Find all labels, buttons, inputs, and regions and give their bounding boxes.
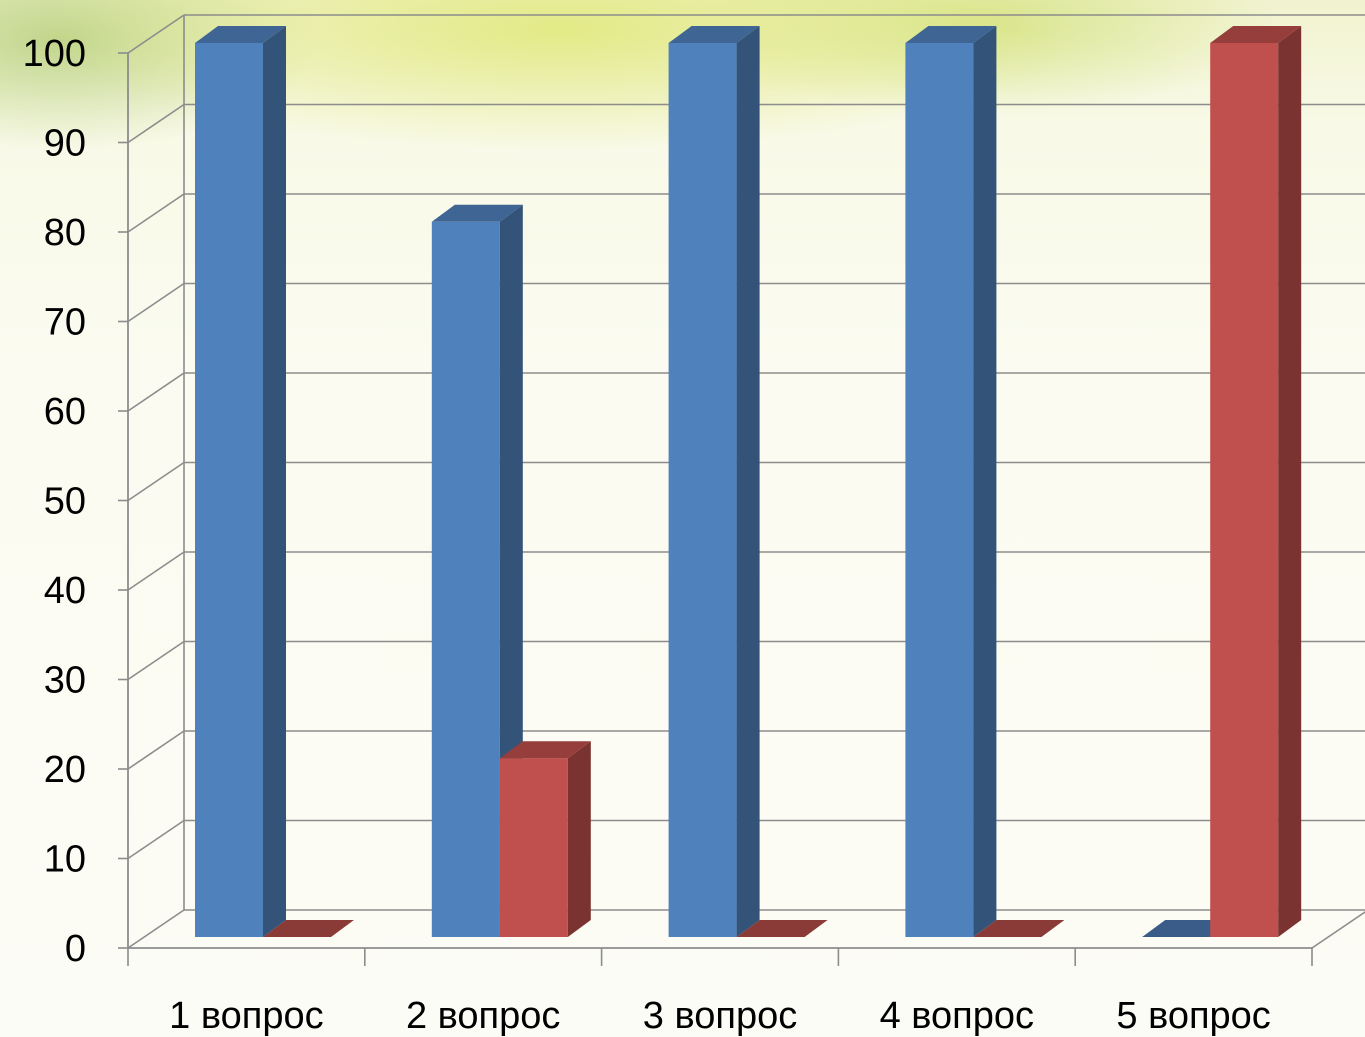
bar — [195, 26, 286, 937]
bar-top — [973, 920, 1065, 937]
gridline-side — [127, 909, 185, 949]
y-tick-label: 0 — [65, 928, 86, 970]
bar-front — [195, 43, 263, 937]
bar-front — [668, 43, 737, 937]
bar — [263, 920, 354, 937]
bar-top — [431, 204, 523, 222]
y-axis-ticks: 0 10 20 30 40 50 60 70 80 90 100 — [23, 33, 128, 970]
gridline-side — [127, 640, 185, 681]
y-tick-label: 70 — [44, 302, 86, 344]
bar-side — [263, 26, 286, 937]
x-tick-label: 1 вопрос — [169, 995, 323, 1037]
y-tick-label: 30 — [44, 660, 86, 702]
bar — [499, 741, 591, 937]
floor-edge — [1311, 911, 1365, 949]
bar — [736, 920, 828, 937]
gridline-side — [127, 461, 185, 502]
x-axis-ticks: 1 вопрос 2 вопрос 3 вопрос 4 вопрос 5 вопрос — [127, 948, 1313, 1037]
gridline-side — [127, 282, 185, 323]
bar-side — [973, 26, 997, 937]
bar-top — [195, 26, 286, 43]
bar-front — [499, 758, 568, 937]
bar-top — [905, 26, 997, 43]
x-tick-label: 4 вопрос — [880, 995, 1034, 1037]
x-tick-label: 3 вопрос — [643, 995, 797, 1037]
chart-bars — [195, 26, 1302, 938]
bar-front — [1210, 43, 1279, 937]
bar-side — [736, 26, 760, 937]
y-tick-label: 40 — [44, 570, 86, 612]
bar — [668, 26, 760, 937]
x-tick-label: 5 вопрос — [1116, 995, 1270, 1037]
y-tick-label: 60 — [44, 391, 86, 433]
bar-top — [736, 920, 828, 937]
y-tick-label: 100 — [23, 33, 86, 75]
x-tick-label: 2 вопрос — [406, 995, 560, 1037]
gridline-side — [127, 14, 185, 54]
bar-front — [431, 221, 500, 938]
bar-top — [499, 741, 591, 759]
bar-front — [905, 43, 974, 937]
gridline-side — [127, 551, 185, 591]
bar — [905, 26, 997, 937]
y-tick-label: 50 — [44, 481, 86, 523]
bar-side — [567, 741, 591, 937]
gridline-side — [127, 730, 185, 770]
bar-top — [263, 920, 354, 937]
gridline-side — [127, 193, 185, 233]
bar-top — [668, 26, 760, 43]
bar-side — [1278, 26, 1302, 937]
y-tick-label: 90 — [44, 123, 86, 165]
gridline-side — [127, 372, 185, 412]
bar-top — [1210, 26, 1302, 43]
bar — [973, 920, 1065, 937]
chart-grid — [127, 14, 1365, 949]
y-tick-label: 80 — [44, 212, 86, 254]
bar — [1210, 26, 1302, 937]
gridline-side — [127, 819, 185, 860]
y-tick-label: 10 — [44, 839, 86, 881]
gridline-side — [127, 103, 185, 144]
y-tick-label: 20 — [44, 749, 86, 791]
